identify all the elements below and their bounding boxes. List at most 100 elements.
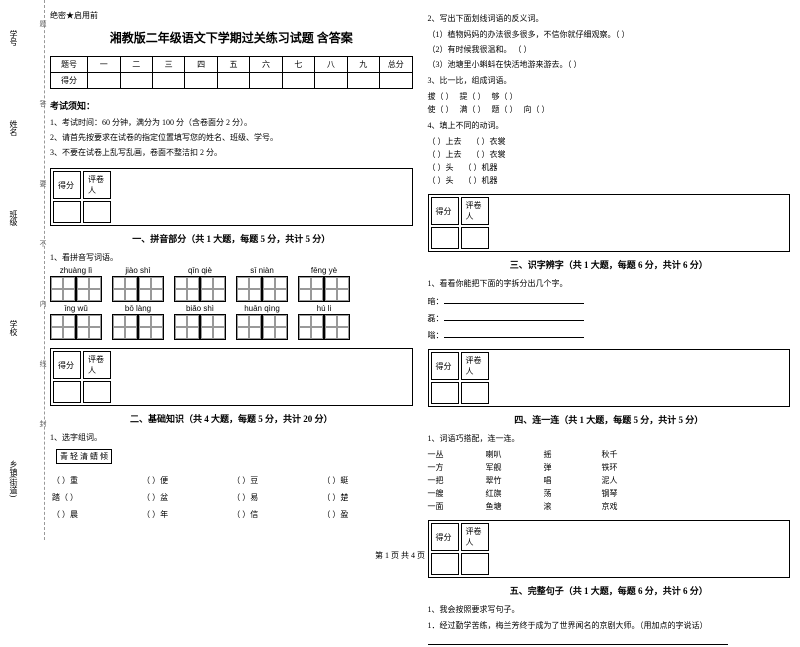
notice-heading: 考试须知： [50,99,413,112]
fill-line[interactable] [444,294,584,304]
left-column: 绝密★启用前 湘教版二年级语文下学期过关练习试题 含答案 题号 一 二 三 四 … [50,10,413,540]
char-cell: （ ）重 [52,473,140,488]
grader-label: 评卷人 [461,523,489,551]
fill-line[interactable] [428,635,728,645]
char-cell: 踏（ ） [52,490,140,505]
grader-label: 评卷人 [83,171,111,199]
cut-mark: 答 [38,100,48,107]
grader-box: 得分评卷人 [428,349,791,407]
grader-box: 得分评卷人 [50,348,413,406]
sentence-item: 1．经过勤学苦练，梅兰芳终于成为了世界闻名的京剧大师。（用加点的字说话） [428,620,791,631]
fill-item: （3）池塘里小蝌蚪在快活地游来游去。（ ） [428,59,791,70]
binding-label: 学号 [8,30,19,46]
pinyin-item: biǎo shì [174,304,226,340]
question-text: 1、看看你能把下面的字拆分出几个字。 [428,278,791,289]
verb-row: （ ）上去 （ ）衣裳 [428,149,791,160]
grader-label: 评卷人 [83,351,111,379]
grader-label: 得分 [53,351,81,379]
question-text: 1、选字组词。 [50,432,413,443]
exam-title: 湘教版二年级语文下学期过关练习试题 含答案 [50,29,413,46]
binding-label: 乡镇(街道) [8,460,19,497]
char-cell: （ ）蜓 [322,473,410,488]
match-row: 一把翠竹唱泥人 [428,475,791,486]
cell: 八 [315,57,347,73]
pinyin-item: jiào shì [112,266,164,302]
cell: 得分 [51,73,88,89]
char-table: （ ）重（ ）便（ ）豆（ ）蜓踏（ ）（ ）盆（ ）易（ ）楚 （ ）晨（ ）年… [50,471,413,524]
section-title: 一、拼音部分（共 1 大题，每题 5 分，共计 5 分） [50,232,413,245]
notice-item: 3、不要在试卷上乱写乱画，卷面不整洁扣 2 分。 [50,147,413,158]
cell: 一 [88,57,120,73]
split-label: 嗡： [428,331,444,340]
binding-label: 学校 [8,320,19,336]
pinyin-item: fēng yè [298,266,350,302]
table-row: 得分 [51,73,413,89]
secret-mark: 绝密★启用前 [50,10,413,21]
grader-box: 得分评卷人 [428,194,791,252]
pinyin-item: zhuàng lì [50,266,102,302]
cell: 四 [185,57,217,73]
char-cell: （ ）易 [232,490,320,505]
char-cell: （ ）楚 [322,490,410,505]
cut-mark: 要 [38,180,48,187]
verb-row: （ ）上去 （ ）衣裳 [428,136,791,147]
cut-mark: 封 [38,420,48,427]
fill-line[interactable] [444,311,584,321]
section-title: 四、连一连（共 1 大题，每题 5 分，共计 5 分） [428,413,791,426]
cell: 总分 [380,57,413,73]
grader-box: 得分评卷人 [428,520,791,578]
char-cell: （ ）豆 [232,473,320,488]
notice-item: 1、考试时间：60 分钟，满分为 100 分（含卷面分 2 分）。 [50,117,413,128]
cell: 七 [282,57,314,73]
cell: 二 [120,57,152,73]
fill-line[interactable] [444,328,584,338]
pinyin-row: zhuàng lìjiào shìqīn qièsī niànfēng yè [50,266,413,302]
grader-label: 得分 [53,171,81,199]
split-label: 暗： [428,297,444,306]
section-title: 三、识字辨字（共 1 大题，每题 6 分，共计 6 分） [428,258,791,271]
split-label: 磊： [428,314,444,323]
char-cell: （ ）年 [142,507,230,522]
section-title: 二、基础知识（共 4 大题，每题 5 分，共计 20 分） [50,412,413,425]
pinyin-item: bō làng [112,304,164,340]
pinyin-item: qīn qiè [174,266,226,302]
pinyin-row: īng wǔbō làngbiǎo shìhuān qìnghú li [50,304,413,340]
question-text: 2、写出下面划线词语的反义词。 [428,13,791,24]
grader-label: 评卷人 [461,352,489,380]
fill-item: （1）植物妈妈的办法很多很多，不信你就仔细观察。（ ） [428,29,791,40]
pinyin-item: huān qìng [236,304,288,340]
cut-mark: 内 [38,300,48,307]
char-options: 青 轻 清 蜻 倾 [56,449,112,464]
score-table: 题号 一 二 三 四 五 六 七 八 九 总分 得分 [50,56,413,89]
match-row: 一方军舰弹铁环 [428,462,791,473]
word-row: 使（ ） 满（ ） 题（ ） 向（ ） [428,104,791,115]
grader-label: 得分 [431,352,459,380]
question-text: 4、填上不同的动词。 [428,120,791,131]
cut-mark: 线 [38,360,48,367]
char-cell: （ ）晨 [52,507,140,522]
grader-box: 得分评卷人 [50,168,413,226]
match-row: 一艘红旗荡钢琴 [428,488,791,499]
char-cell: （ ）便 [142,473,230,488]
binding-strip: 学号 姓名 班级 学校 乡镇(街道) 题 答 要 不 内 线 封 [0,0,45,540]
cut-mark: 题 [38,20,48,27]
binding-label: 班级 [8,210,19,226]
cut-mark: 不 [38,240,48,247]
pinyin-item: hú li [298,304,350,340]
cell: 五 [217,57,249,73]
cell: 九 [347,57,379,73]
page-content: 绝密★启用前 湘教版二年级语文下学期过关练习试题 含答案 题号 一 二 三 四 … [50,10,790,540]
notice-item: 2、请首先按要求在试卷的指定位置填写您的姓名、班级、学号。 [50,132,413,143]
table-row: 题号 一 二 三 四 五 六 七 八 九 总分 [51,57,413,73]
cell: 题号 [51,57,88,73]
section-title: 五、完整句子（共 1 大题，每题 6 分，共计 6 分） [428,584,791,597]
verb-row: （ ）头 （ ）机器 [428,162,791,173]
grader-label: 得分 [431,197,459,225]
char-cell: （ ）盆 [142,490,230,505]
question-text: 1、看拼音写词语。 [50,252,413,263]
question-text: 1、我会按照要求写句子。 [428,604,791,615]
page-footer: 第 1 页 共 4 页 [0,550,800,561]
question-text: 1、词语巧搭配，连一连。 [428,433,791,444]
grader-label: 评卷人 [461,197,489,225]
grader-label: 得分 [431,523,459,551]
